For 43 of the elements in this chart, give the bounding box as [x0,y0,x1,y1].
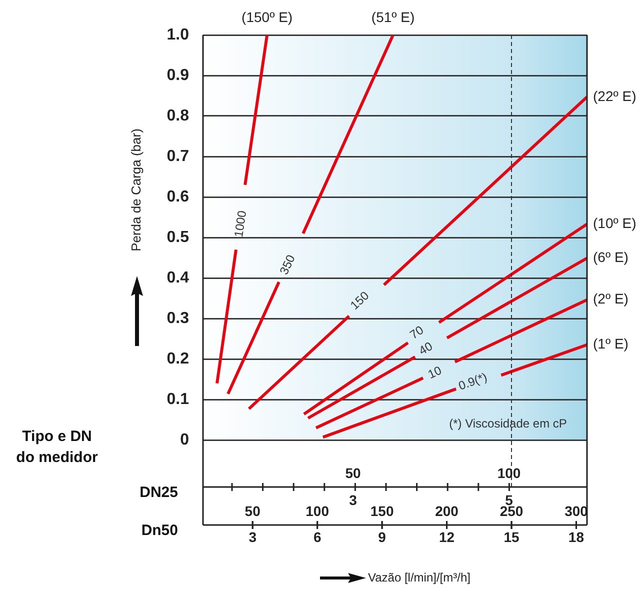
annotation: 10 [426,363,444,382]
series-label: (10º E) [593,214,636,231]
y-tick-label: 0.9 [166,66,190,84]
annotation: (*) Viscosidade em cP [449,416,567,430]
text: 100 [497,464,521,481]
text: 3 [349,492,358,508]
y-tick-label: 0 [180,431,190,448]
x-tick-label: 6 [313,528,322,545]
x2-tick-label: 150 [370,502,394,519]
annotation: 350 [276,252,298,277]
x-tick-label: 9 [378,528,386,545]
x-axis-title: Vazão [l/min]/[m³/h] [368,570,470,584]
annotation: 0.9(*) [456,370,489,393]
x-tick-label: 18 [568,528,584,545]
y-tick-label: 1.0 [166,26,190,44]
y-tick-label: 0.1 [166,390,190,408]
x2-tick-label: 300 [564,502,588,519]
series-label: (6º E) [593,249,628,266]
text: Dn50 [141,522,178,540]
annotation: 150 [347,288,372,312]
x-tick-label: 12 [438,528,455,545]
series-label: (1º E) [593,336,628,352]
y-axis-title: Perda de Carga (bar) [128,128,144,252]
y-tick-label: 0.6 [166,188,190,206]
annotation: 1000 [232,209,250,238]
text: 50 [345,464,361,481]
x-tick-label: 15 [504,528,520,545]
y-tick-label: 0.3 [166,310,190,327]
x-tick-label: 3 [248,528,257,545]
y-tick-label: 0.7 [166,148,190,165]
x2-tick-label: 50 [244,502,261,519]
series-label: (51º E) [371,8,415,25]
series-label: (150º E) [242,8,293,25]
text: Tipo e DN do medidor [16,428,98,466]
y-tick-label: 0.8 [166,107,190,124]
y-tick-label: 0.4 [166,269,190,286]
series-label: (22º E) [593,88,636,104]
series-label: (2º E) [593,290,628,307]
y-tick-label: 0.2 [166,350,190,368]
x2-tick-label: 200 [435,502,459,519]
text: DN25 [140,484,178,502]
y-tick-label: 0.5 [166,228,190,246]
x2-tick-label: 100 [306,502,330,519]
